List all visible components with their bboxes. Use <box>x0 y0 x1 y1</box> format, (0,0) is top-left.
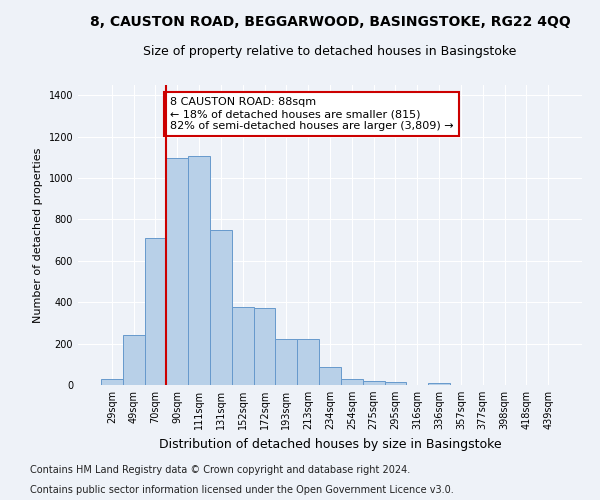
Bar <box>210 230 232 385</box>
Bar <box>254 308 275 385</box>
X-axis label: Distribution of detached houses by size in Basingstoke: Distribution of detached houses by size … <box>158 438 502 450</box>
Y-axis label: Number of detached properties: Number of detached properties <box>33 148 43 322</box>
Bar <box>341 379 363 385</box>
Text: Contains HM Land Registry data © Crown copyright and database right 2024.: Contains HM Land Registry data © Crown c… <box>30 465 410 475</box>
Bar <box>232 308 254 385</box>
Bar <box>123 336 145 385</box>
Bar <box>363 381 385 385</box>
Bar <box>101 379 123 385</box>
Bar <box>428 383 450 385</box>
Text: 8 CAUSTON ROAD: 88sqm
← 18% of detached houses are smaller (815)
82% of semi-det: 8 CAUSTON ROAD: 88sqm ← 18% of detached … <box>170 98 453 130</box>
Text: 8, CAUSTON ROAD, BEGGARWOOD, BASINGSTOKE, RG22 4QQ: 8, CAUSTON ROAD, BEGGARWOOD, BASINGSTOKE… <box>89 15 571 29</box>
Bar <box>166 158 188 385</box>
Text: Contains public sector information licensed under the Open Government Licence v3: Contains public sector information licen… <box>30 485 454 495</box>
Bar <box>385 382 406 385</box>
Bar <box>319 368 341 385</box>
Bar <box>297 340 319 385</box>
Bar <box>188 156 210 385</box>
Bar <box>145 238 166 385</box>
Text: Size of property relative to detached houses in Basingstoke: Size of property relative to detached ho… <box>143 45 517 58</box>
Bar <box>275 340 297 385</box>
